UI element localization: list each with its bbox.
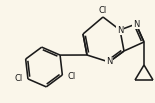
Text: Cl: Cl xyxy=(15,74,23,83)
Text: Cl: Cl xyxy=(99,5,107,15)
Text: N: N xyxy=(106,57,112,67)
Text: Cl: Cl xyxy=(67,73,75,81)
Text: N: N xyxy=(117,26,123,35)
Text: N: N xyxy=(133,19,139,29)
